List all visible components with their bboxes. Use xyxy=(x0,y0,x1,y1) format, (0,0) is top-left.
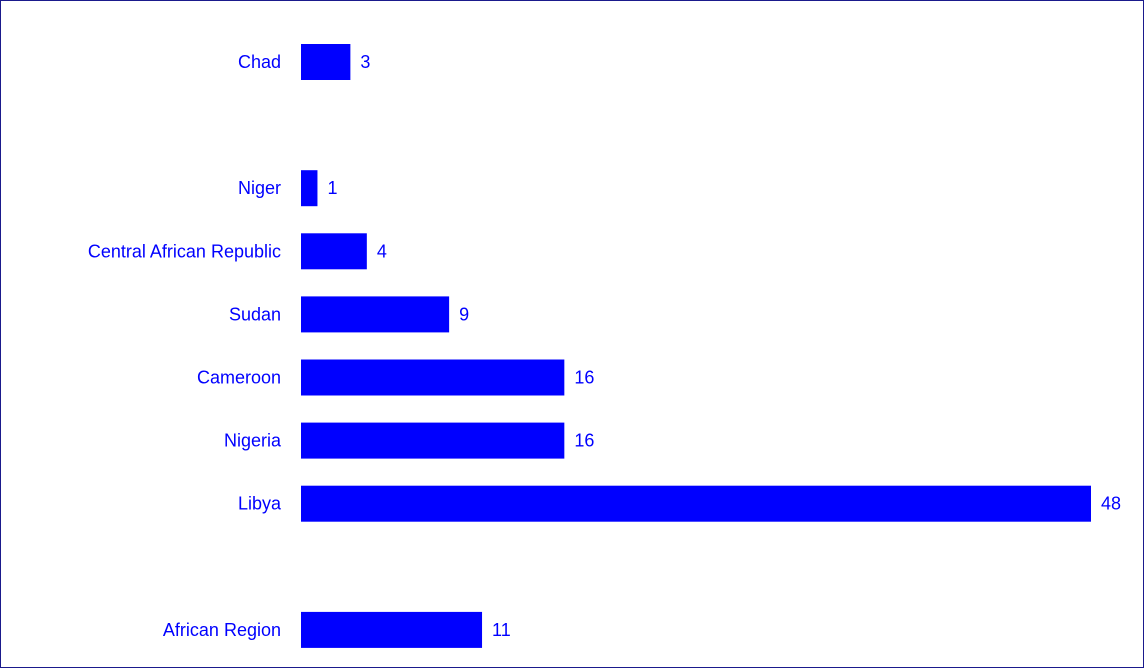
value-label-niger: 1 xyxy=(327,178,337,198)
bar-chad xyxy=(301,44,351,80)
category-label-nigeria: Nigeria xyxy=(224,431,282,451)
category-label-sudan: Sudan xyxy=(229,304,281,324)
bar-nigeria xyxy=(301,422,565,459)
value-label-chad: 3 xyxy=(360,52,370,72)
bar-cameroon xyxy=(301,359,565,396)
category-label-cameroon: Cameroon xyxy=(197,368,281,388)
value-label-sudan: 9 xyxy=(459,304,469,324)
value-label-libya: 48 xyxy=(1101,494,1121,514)
category-label-chad: Chad xyxy=(238,52,281,72)
bar-sudan xyxy=(301,296,450,333)
category-label-african-region: African Region xyxy=(163,620,281,640)
value-label-cameroon: 16 xyxy=(574,368,594,388)
bar-african-region xyxy=(301,611,483,648)
value-label-central-african-republic: 4 xyxy=(377,241,387,261)
bar-libya xyxy=(301,485,1091,522)
bar-niger xyxy=(301,170,318,207)
category-label-libya: Libya xyxy=(238,494,282,514)
category-label-central-african-republic: Central African Republic xyxy=(88,241,281,261)
bar-central-african-republic xyxy=(301,233,367,270)
category-label-niger: Niger xyxy=(238,178,281,198)
value-label-nigeria: 16 xyxy=(574,431,594,451)
value-label-african-region: 11 xyxy=(492,620,511,640)
